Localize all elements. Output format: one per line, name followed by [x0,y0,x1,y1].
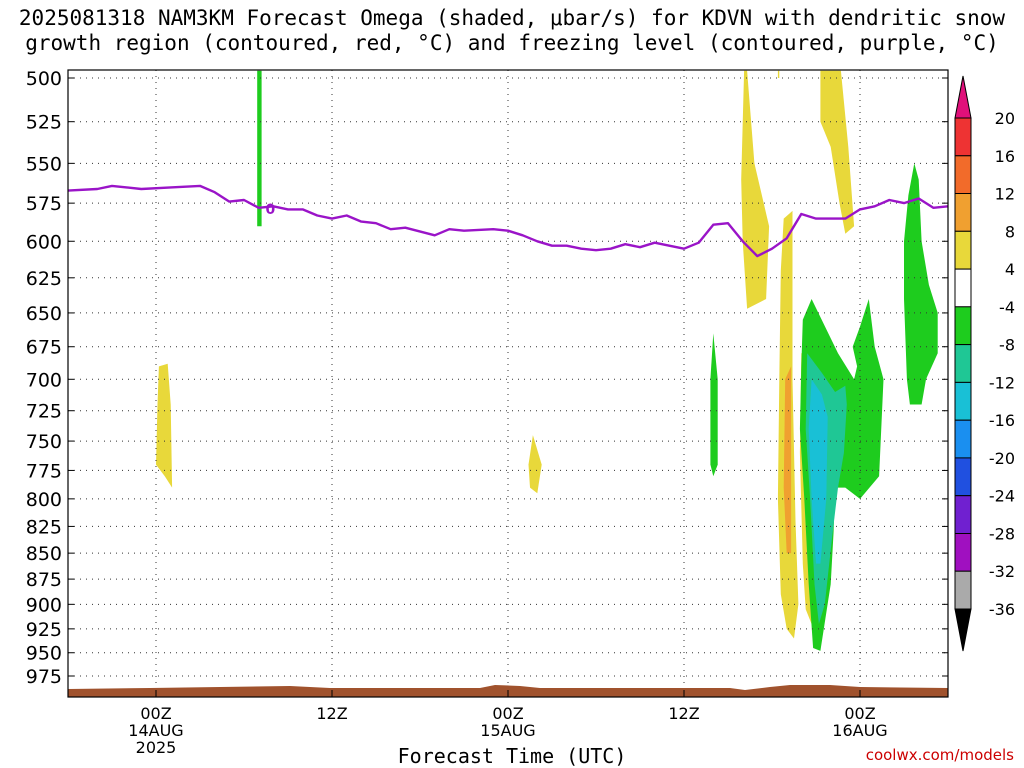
colorbar-band-3 [954,230,972,270]
colorbar-band-1 [954,155,972,195]
y-tick-label-17: 925 [26,619,62,641]
omega-region-4 [777,70,780,78]
colorbar-band-2 [954,193,972,232]
colorbar-label-4: 4 [1005,260,1015,279]
y-tick-label-19: 975 [26,666,62,688]
y-tick-label-2: 550 [26,153,62,175]
colorbar-band-5 [954,306,972,346]
colorbar: 20 16 12 8 4 -4 -8 -12 -16 -20 -24 -28 -32 -36 [954,75,1015,652]
freezing-level-label: 0 [266,202,276,218]
y-tick-label-6: 650 [26,303,62,325]
y-tick-label-0: 500 [26,68,62,90]
omega-region-2 [528,435,542,494]
omega-region-1 [156,363,173,488]
colorbar-label-5: -4 [999,298,1015,317]
freezing-level-line [67,184,949,258]
colorbar-band-4 [954,268,972,308]
colorbar-label-8: -16 [989,411,1015,430]
x-tick-label-4-1: 16AUG [832,721,887,740]
omega-region-3 [741,70,770,309]
colorbar-band-7 [954,381,972,421]
x-tick-label-3-0: 12Z [668,704,699,723]
colorbar-band-11 [954,533,972,572]
y-tick-label-12: 800 [26,489,62,511]
omega-region-5 [820,70,855,234]
y-tick-label-11: 775 [26,460,62,482]
y-tick-label-16: 900 [26,594,62,616]
colorbar-label-10: -24 [989,487,1015,506]
chart-title: 2025081318 NAM3KM Forecast Omega (shaded… [0,6,1024,56]
colorbar-band-9 [954,457,972,497]
y-tick-label-3: 575 [26,193,62,215]
x-tick-label-1-0: 12Z [316,704,347,723]
colorbar-label-13: -36 [989,600,1015,619]
title-line-2: growth region (contoured, red, °C) and f… [25,31,999,55]
omega-region-8 [783,366,792,554]
x-tick-label-2-0: 00Z [492,704,523,723]
y-tick-label-9: 725 [26,401,62,423]
colorbar-band-8 [954,419,972,459]
y-tick-label-1: 525 [26,112,62,134]
omega-region-9 [710,333,718,477]
colorbar-label-2: 12 [995,185,1015,204]
x-tick-label-0-0: 00Z [140,704,171,723]
x-tick-label-4-0: 00Z [844,704,875,723]
colorbar-label-11: -28 [989,524,1015,543]
y-tick-label-10: 750 [26,431,62,453]
x-axis-title: Forecast Time (UTC) [397,744,627,768]
colorbar-label-1: 16 [995,147,1015,166]
colorbar-band-6 [954,344,972,383]
x-tick-label-0-2: 2025 [136,738,177,757]
freezing-level-contour: 0 [67,184,949,258]
y-tick-label-5: 625 [26,268,62,290]
omega-shading [156,70,938,651]
colorbar-band-0 [954,117,972,157]
y-tick-label-13: 825 [26,516,62,538]
colorbar-label-12: -32 [989,562,1015,581]
colorbar-band-10 [954,495,972,535]
y-tick-label-18: 950 [26,643,62,665]
y-tick-label-14: 850 [26,543,62,565]
credit-link[interactable]: coolwx.com/models [865,746,1014,764]
x-tick-label-2-1: 15AUG [480,721,535,740]
omega-region-13 [904,163,938,405]
grid [68,70,948,697]
colorbar-label-9: -20 [989,449,1015,468]
title-line-1: 2025081318 NAM3KM Forecast Omega (shaded… [18,6,1006,30]
colorbar-band-12 [954,570,972,610]
colorbar-label-7: -12 [989,373,1015,392]
y-tick-label-8: 700 [26,369,62,391]
y-tick-label-15: 875 [26,569,62,591]
y-tick-label-4: 600 [26,231,62,253]
colorbar-label-6: -8 [999,336,1015,355]
colorbar-bottom-arrow [954,608,972,652]
y-axis: 500 525 550 575 600 625 650 675 700 725 750 775 800 8… [26,68,948,688]
colorbar-label-0: 20 [995,109,1015,128]
colorbar-label-3: 8 [1005,222,1015,241]
omega-region-0 [257,70,262,227]
omega-region-12 [808,379,828,564]
x-tick-label-0-1: 14AUG [128,721,183,740]
colorbar-top-arrow [954,75,972,119]
y-tick-label-7: 675 [26,337,62,359]
